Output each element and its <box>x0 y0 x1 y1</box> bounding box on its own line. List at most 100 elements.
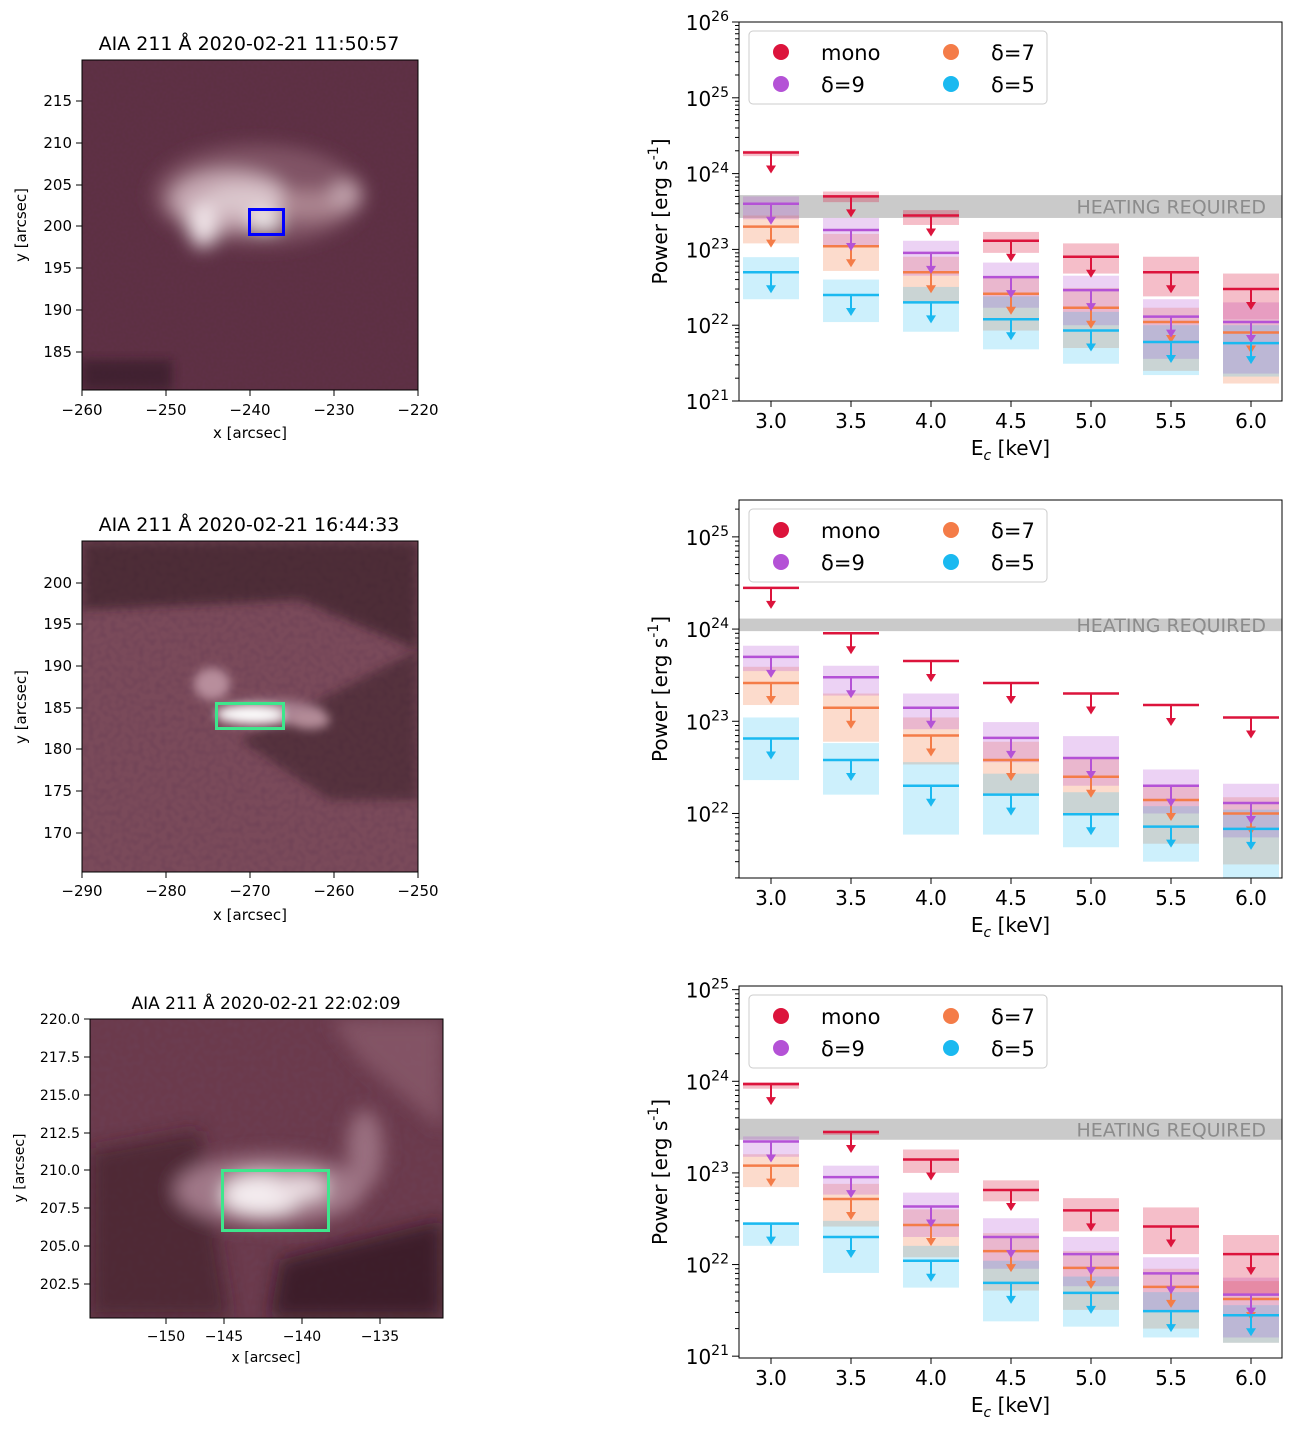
x-ticks-image-3: −150 −145 −140 −135 <box>147 1318 399 1345</box>
upper-limit-arrowhead <box>926 674 936 683</box>
y-tick-label: 185 <box>43 343 72 361</box>
x-axis-label: Ec [keV] <box>971 913 1050 941</box>
upper-limit-arrowhead <box>926 798 936 807</box>
heating-required-band <box>739 195 1282 218</box>
upper-limit-arrowhead <box>1086 303 1096 312</box>
aia-image-2 <box>82 541 418 872</box>
x-tick-label: 5.5 <box>1155 409 1187 433</box>
tick-exponent: 23 <box>711 1160 729 1176</box>
upper-limit-arrowhead <box>1246 335 1256 344</box>
legend-label: δ=7 <box>991 41 1035 65</box>
tick-exponent: 22 <box>711 1252 729 1268</box>
upper-limit-arrowhead <box>1086 320 1096 329</box>
upper-limit-arrowhead <box>766 239 776 248</box>
x-tick-label: 3.5 <box>835 409 867 433</box>
y-tick-label: 205 <box>43 176 72 194</box>
upper-limit-arrowhead <box>766 165 776 174</box>
upper-limit-arrowhead <box>1166 355 1176 364</box>
tick-exponent: 26 <box>711 9 729 25</box>
label-exponent: -1 <box>646 1107 662 1121</box>
upper-limit-arrowhead <box>1086 343 1096 352</box>
y-tick-label: 195 <box>43 615 72 633</box>
label-tail: ] <box>648 138 672 146</box>
legend-label: δ=9 <box>821 73 865 97</box>
x-tick-label: −250 <box>397 882 438 900</box>
upper-limit-arrowhead <box>1086 770 1096 779</box>
y-axis-label: Power [erg s-1] <box>646 616 672 762</box>
x-tick-label: −150 <box>147 1329 185 1345</box>
upper-limit-arrowhead <box>846 773 856 782</box>
image-title-2: AIA 211 Å 2020-02-21 16:44:33 <box>99 513 400 536</box>
upper-limit-arrowhead <box>926 1238 936 1247</box>
upper-limit-arrowhead <box>766 1178 776 1187</box>
y-tick-label: 1023 <box>686 708 729 734</box>
y-tick-label: 1025 <box>686 524 729 550</box>
upper-limit-arrowhead <box>846 1190 856 1199</box>
aia-image-3 <box>90 1019 443 1318</box>
panel-image-1: AIA 211 Å 2020-02-21 11:50:57 −260 −250 … <box>12 32 439 442</box>
x-tick-label: 6.0 <box>1235 886 1267 910</box>
legend-marker <box>773 1008 789 1024</box>
legend-marker <box>773 44 789 60</box>
upper-limit-arrowhead <box>1246 1267 1256 1276</box>
upper-limit-arrowhead <box>926 315 936 324</box>
upper-limit-arrowhead <box>1006 332 1016 341</box>
label-subscript: c <box>984 448 992 464</box>
y-tick-label: 202.5 <box>40 1277 80 1293</box>
upper-limit-arrowhead <box>1166 335 1176 344</box>
legend-marker <box>773 554 789 570</box>
y-tick-label: 210 <box>43 134 72 152</box>
y-tick-label: 210.0 <box>40 1163 80 1179</box>
y-tick-label: 190 <box>43 657 72 675</box>
upper-limit-arrowhead <box>846 259 856 268</box>
x-tick-label: −280 <box>145 882 186 900</box>
y-axis-label-image-3: y [arcsec] <box>12 1134 28 1203</box>
upper-limit-arrowhead <box>1006 773 1016 782</box>
upper-limit-arrowhead <box>1246 1328 1256 1337</box>
upper-limit-arrowhead <box>1086 1223 1096 1232</box>
upper-limit-arrowhead <box>1246 730 1256 739</box>
upper-limit-arrowhead <box>1166 839 1176 848</box>
upper-limit-arrowhead <box>926 265 936 274</box>
upper-limit-arrowhead <box>1166 812 1176 821</box>
tick-exponent: 23 <box>711 236 729 252</box>
upper-limit-arrowhead <box>1246 841 1256 850</box>
x-tick-label: 3.0 <box>755 409 787 433</box>
upper-limit-arrowhead <box>1086 706 1096 715</box>
legend-marker <box>773 522 789 538</box>
image-title-1: AIA 211 Å 2020-02-21 11:50:57 <box>99 32 400 55</box>
legend-marker <box>943 554 959 570</box>
legend-label: δ=9 <box>821 1037 865 1061</box>
upper-limit-arrowhead <box>766 751 776 760</box>
x-axis-label: Ec [keV] <box>971 436 1050 464</box>
upper-limit-arrowhead <box>1246 356 1256 365</box>
upper-limit-arrowhead <box>766 600 776 609</box>
x-tick-label: 6.0 <box>1235 409 1267 433</box>
y-tick-label: 1026 <box>686 9 729 35</box>
y-tick-label: 1025 <box>686 85 729 111</box>
x-tick-label: 4.5 <box>995 1366 1027 1390</box>
y-tick-label: 200 <box>43 217 72 235</box>
upper-limit-arrowhead <box>1166 1286 1176 1295</box>
legend-marker <box>943 1008 959 1024</box>
x-tick-label: 5.5 <box>1155 886 1187 910</box>
label-subscript: c <box>984 1405 992 1421</box>
label-tail: [keV] <box>991 436 1050 460</box>
upper-limit-arrowhead <box>1166 798 1176 807</box>
upper-limit-arrowhead <box>766 1154 776 1163</box>
x-tick-label: 5.5 <box>1155 1366 1187 1390</box>
y-axis-label-image-2: y [arcsec] <box>12 670 30 744</box>
upper-limit-arrowhead <box>846 1249 856 1258</box>
y-tick-label: 1024 <box>686 616 729 642</box>
x-tick-label: −135 <box>361 1329 399 1345</box>
x-tick-label: −250 <box>145 401 186 419</box>
legend-label: mono <box>821 519 880 543</box>
label-exponent: -1 <box>646 146 662 160</box>
power-panel-3: HEATING REQUIRED 1021 1022 1023 1024 1025 3.0 3… <box>646 977 1283 1421</box>
upper-limit-arrowhead <box>1166 285 1176 294</box>
tick-exponent: 21 <box>711 1343 729 1359</box>
x-axis-label-image-1: x [arcsec] <box>213 424 287 442</box>
y-tick-label: 207.5 <box>40 1201 80 1217</box>
upper-limit-arrowhead <box>1006 1203 1016 1212</box>
upper-limit-arrowhead <box>846 243 856 252</box>
